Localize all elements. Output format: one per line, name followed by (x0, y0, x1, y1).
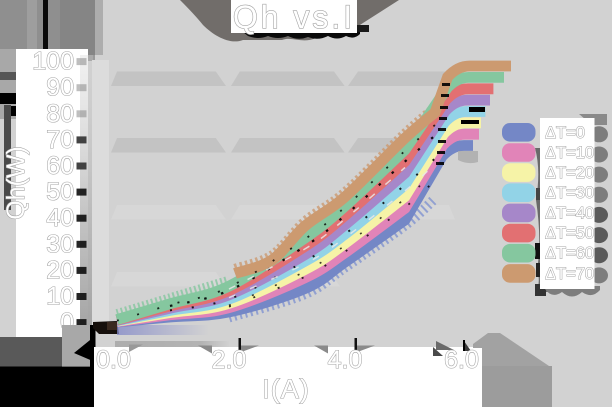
svg-text:100: 100 (32, 48, 74, 76)
svg-text:4.0: 4.0 (328, 346, 363, 374)
svg-text:ΔT=70: ΔT=70 (545, 265, 594, 283)
svg-text:ΔT=0: ΔT=0 (545, 124, 585, 142)
svg-text:I(A): I(A) (262, 374, 310, 404)
svg-text:80: 80 (46, 100, 74, 128)
svg-text:Qh(W): Qh(W) (2, 146, 30, 220)
svg-text:20: 20 (46, 256, 74, 284)
svg-text:ΔT=10: ΔT=10 (545, 144, 594, 162)
svg-text:50: 50 (46, 178, 74, 206)
svg-text:ΔT=50: ΔT=50 (545, 225, 594, 243)
svg-text:Qh vs.I: Qh vs.I (233, 0, 355, 35)
svg-text:70: 70 (46, 126, 74, 154)
svg-text:90: 90 (46, 74, 74, 102)
svg-text:ΔT=30: ΔT=30 (545, 184, 594, 202)
svg-text:40: 40 (46, 204, 74, 232)
svg-text:2.0: 2.0 (212, 346, 247, 374)
svg-text:10: 10 (46, 283, 74, 311)
svg-text:6.0: 6.0 (444, 346, 479, 374)
svg-text:ΔT=20: ΔT=20 (545, 164, 594, 182)
svg-text:ΔT=60: ΔT=60 (545, 245, 594, 263)
svg-text:30: 30 (46, 230, 74, 258)
svg-text:ΔT=40: ΔT=40 (545, 204, 594, 222)
svg-text:60: 60 (46, 152, 74, 180)
svg-text:0.0: 0.0 (96, 346, 131, 374)
